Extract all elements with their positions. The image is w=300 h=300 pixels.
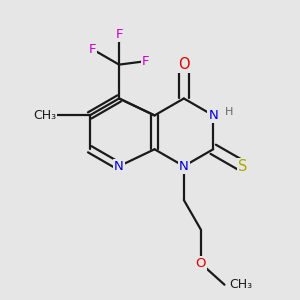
Text: S: S bbox=[238, 159, 247, 174]
Text: H: H bbox=[225, 107, 234, 117]
Text: N: N bbox=[208, 109, 218, 122]
Text: O: O bbox=[196, 257, 206, 270]
Text: O: O bbox=[178, 57, 190, 72]
Text: CH₃: CH₃ bbox=[33, 109, 56, 122]
Text: F: F bbox=[115, 28, 123, 40]
Text: F: F bbox=[142, 55, 149, 68]
Text: F: F bbox=[89, 43, 96, 56]
Text: CH₃: CH₃ bbox=[229, 278, 252, 291]
Text: N: N bbox=[114, 160, 124, 173]
Text: N: N bbox=[179, 160, 189, 173]
